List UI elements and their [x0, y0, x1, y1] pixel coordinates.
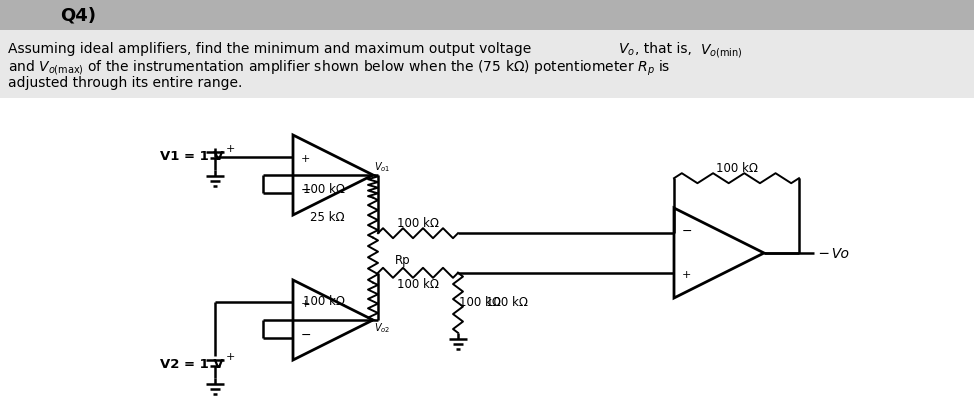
FancyBboxPatch shape: [0, 0, 974, 30]
Text: $V_{o(\rm min)}$: $V_{o(\rm min)}$: [700, 42, 742, 60]
Text: 100 kΩ: 100 kΩ: [459, 296, 501, 309]
Text: $V_o$: $V_o$: [618, 42, 635, 58]
Text: +: +: [226, 352, 236, 362]
Text: 25 kΩ: 25 kΩ: [311, 211, 345, 224]
Text: 100 kΩ: 100 kΩ: [397, 278, 439, 291]
FancyBboxPatch shape: [0, 98, 974, 417]
Text: Rp: Rp: [395, 254, 411, 266]
Text: 100 kΩ: 100 kΩ: [303, 183, 345, 196]
Text: V2 = 1 V: V2 = 1 V: [160, 359, 224, 372]
Text: +: +: [301, 299, 311, 309]
Text: , that is,: , that is,: [635, 42, 696, 56]
Text: $V_{o2}$: $V_{o2}$: [374, 321, 391, 335]
Text: 100 kΩ: 100 kΩ: [397, 217, 439, 230]
Text: V1 = 1 V: V1 = 1 V: [160, 151, 224, 163]
Text: +: +: [226, 144, 236, 154]
Text: +: +: [301, 154, 311, 164]
Text: and $V_{o(\rm max)}$ of the instrumentation amplifier shown below when the (75 k: and $V_{o(\rm max)}$ of the instrumentat…: [8, 59, 670, 78]
Text: 100 kΩ: 100 kΩ: [486, 296, 528, 309]
Text: ─ Vo: ─ Vo: [819, 247, 849, 261]
Text: 100 kΩ: 100 kΩ: [716, 162, 758, 175]
Text: adjusted through its entire range.: adjusted through its entire range.: [8, 76, 243, 90]
Text: −: −: [301, 184, 312, 197]
Text: Q4): Q4): [60, 6, 96, 24]
Text: 100 kΩ: 100 kΩ: [303, 295, 345, 308]
Text: +: +: [682, 270, 692, 280]
Text: Assuming ideal amplifiers, find the minimum and maximum output voltage: Assuming ideal amplifiers, find the mini…: [8, 42, 536, 56]
Text: $V_{o1}$: $V_{o1}$: [374, 160, 391, 174]
Text: −: −: [301, 329, 312, 342]
Text: −: −: [682, 225, 693, 238]
